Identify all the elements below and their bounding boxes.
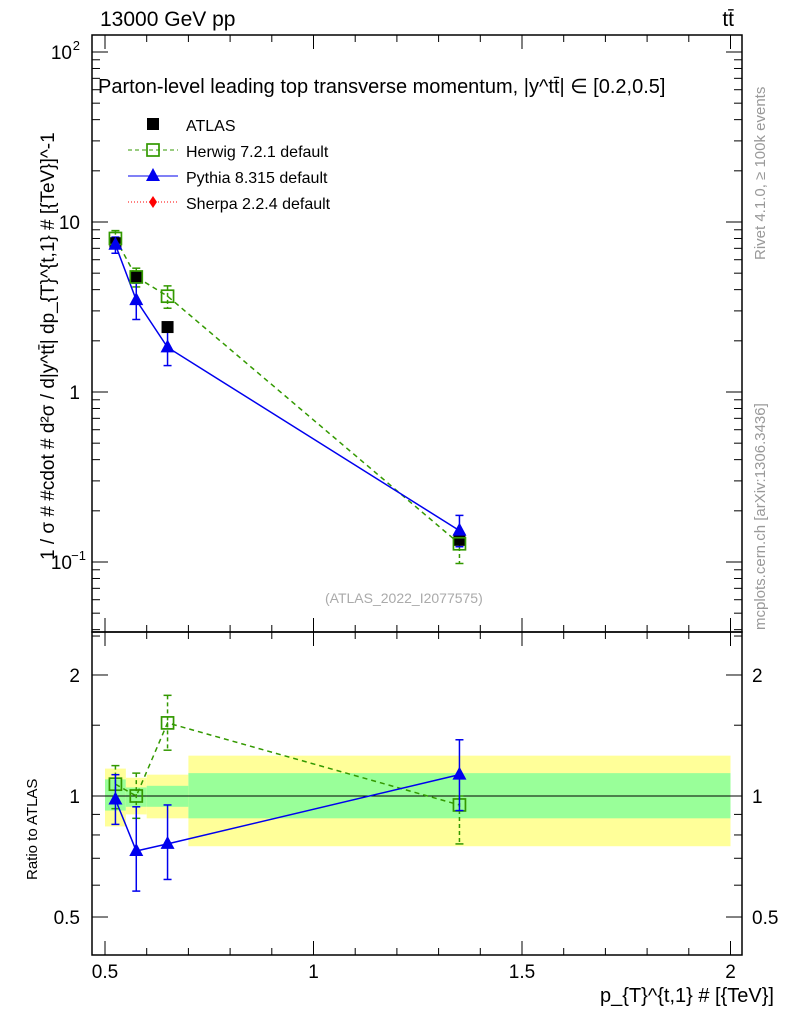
legend-atlas: ATLAS [186, 118, 236, 135]
data-point-herwig [160, 289, 175, 304]
rivet-label: Rivet 4.1.0, ≥ 100k events [752, 86, 769, 260]
y-tick-label: 10 [51, 43, 72, 64]
ratio-line [114, 773, 460, 852]
legend-herwig: Herwig 7.2.1 default [186, 144, 329, 161]
y-tick-exponent: −1 [71, 548, 86, 563]
x-tick-label: 1.5 [509, 962, 535, 983]
ratio-y-tick-label-right: 2 [752, 666, 763, 687]
ratio-frame [91, 631, 743, 956]
watermark: (ATLAS_2022_I2077575) [325, 590, 483, 606]
legend-pythia: Pythia 8.315 default [186, 170, 328, 187]
data-point-pythia [160, 339, 175, 353]
x-tick-label: 1 [308, 962, 319, 983]
data-point-pythia [108, 236, 123, 250]
ratio-point [129, 789, 144, 803]
ratio-y-tick-label: 0.5 [54, 908, 80, 929]
legend-marker-pythia [146, 168, 160, 181]
mcplots-label: mcplots.cern.ch [arXiv:1306.3436] [752, 403, 769, 630]
x-axis-label: p_{T}^{t,1} # [{TeV}] [600, 985, 774, 1007]
ratio-y-tick-label-right: 0.5 [752, 908, 778, 929]
data-point-herwig [129, 270, 144, 284]
y-tick-label: 1 [69, 383, 80, 404]
y-tick-label: 10 [51, 553, 72, 574]
ratio-point [452, 766, 467, 780]
x-tick-label: 2 [725, 962, 736, 983]
legend-sherpa: Sherpa 2.2.4 default [186, 196, 331, 213]
line-herwig [114, 238, 460, 545]
legend-marker-atlas [147, 118, 159, 130]
data-point-pythia [129, 292, 144, 306]
data-point-atlas [453, 533, 466, 546]
ratio-point [108, 791, 123, 805]
ratio-y-tick-label: 2 [69, 666, 80, 687]
ratio-y-tick-label: 1 [69, 787, 80, 808]
data-point-atlas [130, 270, 143, 283]
header-left: 13000 GeV pp [100, 8, 236, 31]
ratio-point [160, 835, 175, 849]
y-axis-label: 1 / σ # #cdot # d²σ / d|y^tt̄| dp_{T}^{t… [38, 132, 59, 560]
legend-marker-herwig [146, 143, 160, 157]
plot-title: Parton-level leading top transverse mome… [98, 76, 666, 98]
data-point-herwig [452, 536, 467, 551]
data-point-atlas [161, 321, 174, 334]
ratio-axis-label: Ratio to ATLAS [24, 778, 41, 880]
legend-marker-sherpa [149, 196, 157, 208]
y-tick-label: 10 [59, 213, 80, 234]
data-point-pythia [452, 522, 467, 536]
y-tick-exponent: 2 [73, 38, 80, 53]
header-right: tt̄ [722, 8, 734, 31]
ratio-point [129, 842, 144, 856]
line-pythia [114, 244, 460, 532]
x-tick-label: 0.5 [92, 962, 118, 983]
legend: ATLAS Herwig 7.2.1 default Pythia 8.315 … [186, 114, 330, 218]
ratio-point [160, 716, 175, 730]
ratio-y-tick-label-right: 1 [752, 787, 763, 808]
ratio-line [115, 721, 460, 806]
